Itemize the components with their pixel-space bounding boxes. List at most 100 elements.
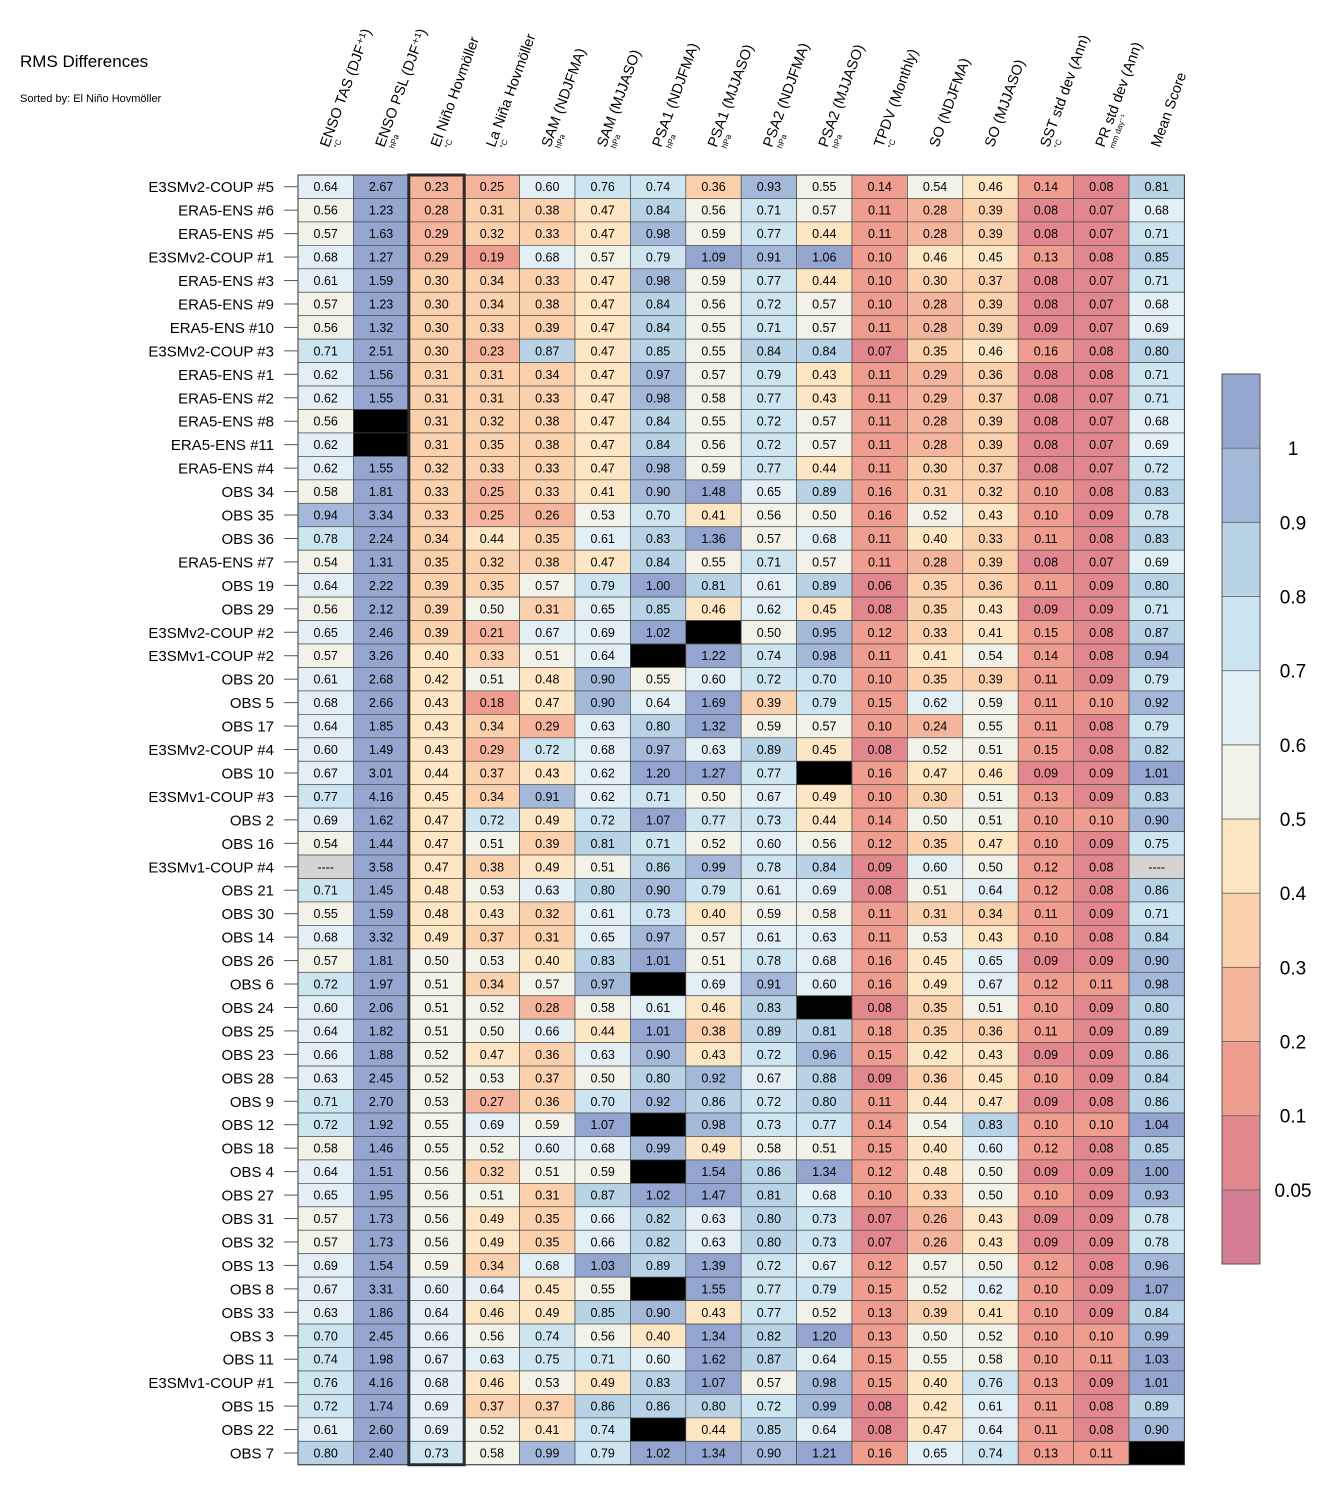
cell-value: 0.60 xyxy=(535,180,559,194)
cell-value: ---- xyxy=(1148,860,1165,874)
cell-value: 0.56 xyxy=(314,204,338,218)
row-label: OBS 11 xyxy=(223,1352,274,1369)
cell-value: 0.57 xyxy=(535,579,559,593)
cell-value: 0.33 xyxy=(535,227,559,241)
cell-value: 0.39 xyxy=(978,438,1002,452)
cell-value: 0.52 xyxy=(701,837,725,851)
colorbar-tick-label: 0.5 xyxy=(1280,810,1306,831)
cell-value: 0.66 xyxy=(591,1212,615,1226)
cell-value: 0.73 xyxy=(812,1235,836,1249)
cell-value: 0.89 xyxy=(757,1024,781,1038)
cell-value: 1.07 xyxy=(1145,1282,1169,1296)
sorted-column-highlight xyxy=(407,173,466,1467)
cell-value: 0.39 xyxy=(978,227,1002,241)
cell-value: 0.64 xyxy=(314,1024,338,1038)
cell-value: 0.68 xyxy=(1145,297,1169,311)
cell-value: 0.55 xyxy=(923,1353,947,1367)
cell-value: 0.14 xyxy=(1034,180,1058,194)
cell-value: 0.10 xyxy=(868,274,892,288)
cell-value: 0.64 xyxy=(591,649,615,663)
cell-value: 0.49 xyxy=(923,978,947,992)
colorbar-segment xyxy=(1221,596,1261,672)
cell-value: 0.08 xyxy=(1089,344,1113,358)
cell-value: 0.09 xyxy=(1089,1024,1113,1038)
colorbar-segment xyxy=(1221,447,1261,523)
cell-value: 0.09 xyxy=(1089,766,1113,780)
cell-value: 0.25 xyxy=(480,485,504,499)
cell-value: 1.55 xyxy=(369,391,393,405)
cell-value: 0.57 xyxy=(812,321,836,335)
cell-value: 1.06 xyxy=(812,251,836,265)
cell-value: 0.44 xyxy=(591,1024,615,1038)
cell-value: 1.74 xyxy=(369,1400,393,1414)
cell-value: 0.15 xyxy=(868,1282,892,1296)
cell-value: 0.65 xyxy=(923,1447,947,1461)
cell-value: 0.97 xyxy=(646,931,670,945)
cell-value: 0.83 xyxy=(978,1118,1002,1132)
cell-value: 0.55 xyxy=(314,907,338,921)
cell-value: 0.09 xyxy=(1034,1095,1058,1109)
cell-value: 0.31 xyxy=(923,907,947,921)
cell-value: 0.29 xyxy=(535,720,559,734)
cell-value: 0.79 xyxy=(1145,720,1169,734)
cell-value: 0.72 xyxy=(314,978,338,992)
cell-value: 0.09 xyxy=(1089,907,1113,921)
cell-value: 0.56 xyxy=(424,1212,448,1226)
cell-value: 0.64 xyxy=(812,1423,836,1437)
cell-value: 0.08 xyxy=(1089,1142,1113,1156)
row-label: OBS 15 xyxy=(221,1399,274,1416)
cell-value: 0.30 xyxy=(424,297,448,311)
column-header-unit: °C xyxy=(886,138,898,150)
cell-value: 0.10 xyxy=(868,251,892,265)
cell-value: 0.23 xyxy=(480,344,504,358)
cell-value: 0.46 xyxy=(480,1306,504,1320)
cell-value: 0.13 xyxy=(1034,1447,1058,1461)
cell-value: 0.56 xyxy=(757,509,781,523)
cell-value: 0.67 xyxy=(812,1259,836,1273)
cell-value: 0.56 xyxy=(701,297,725,311)
cell-value: 0.43 xyxy=(480,907,504,921)
cell-value: 0.84 xyxy=(1145,931,1169,945)
cell-value: 0.36 xyxy=(535,1048,559,1062)
cell-value: 1.09 xyxy=(701,251,725,265)
cell-value: 2.22 xyxy=(369,579,393,593)
colorbar-segment xyxy=(1221,521,1261,597)
cell-value: 1.81 xyxy=(369,485,393,499)
column-header-label: PSA1 (NDJFMA) xyxy=(650,41,703,149)
cell-value: 0.08 xyxy=(1089,626,1113,640)
cell-value: 0.51 xyxy=(480,673,504,687)
cell-value: 0.15 xyxy=(868,1142,892,1156)
cell-value: 0.59 xyxy=(701,274,725,288)
cell-value: 0.44 xyxy=(812,462,836,476)
cell-value: 0.09 xyxy=(1034,1048,1058,1062)
cell-value: 0.08 xyxy=(1034,391,1058,405)
cell-value: 0.07 xyxy=(868,344,892,358)
cell-value: 0.85 xyxy=(646,344,670,358)
cell-value: 0.44 xyxy=(812,274,836,288)
cell-value: 0.08 xyxy=(1089,931,1113,945)
cell-value: 1.23 xyxy=(369,297,393,311)
cell-value: 0.68 xyxy=(591,743,615,757)
cell-value: 0.96 xyxy=(1145,1259,1169,1273)
cell-value: 0.82 xyxy=(1145,743,1169,757)
cell-value: 0.08 xyxy=(1034,368,1058,382)
cell-value: 0.38 xyxy=(535,438,559,452)
cell-value: 0.92 xyxy=(646,1095,670,1109)
cell-value: 3.32 xyxy=(369,931,393,945)
chart-title: RMS Differences xyxy=(20,52,149,71)
cell-value: 0.72 xyxy=(757,1048,781,1062)
row-label: OBS 31 xyxy=(221,1211,274,1228)
cell-value: 0.50 xyxy=(978,1189,1002,1203)
cell-value: 2.12 xyxy=(369,602,393,616)
cell-value: 0.45 xyxy=(424,790,448,804)
row-label: OBS 17 xyxy=(221,719,274,736)
cell-value: 0.44 xyxy=(923,1095,947,1109)
cell-value: 0.39 xyxy=(978,297,1002,311)
cell-value: 0.79 xyxy=(812,1282,836,1296)
cell-value: 0.40 xyxy=(923,1376,947,1390)
cell-value: 0.68 xyxy=(812,532,836,546)
row-label: ERA5-ENS #3 xyxy=(178,273,274,290)
cell-value: 0.47 xyxy=(591,297,615,311)
cell-value: 0.46 xyxy=(978,344,1002,358)
cell-value: 0.59 xyxy=(701,462,725,476)
